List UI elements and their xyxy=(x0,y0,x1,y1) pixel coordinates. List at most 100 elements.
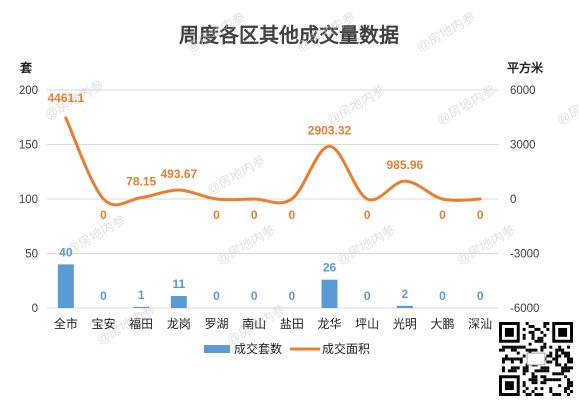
qr-module xyxy=(570,360,573,364)
category-label: 全市 xyxy=(54,316,78,331)
qr-module xyxy=(543,345,547,349)
line-data-label: 493.67 xyxy=(160,167,197,181)
qr-module xyxy=(564,369,568,373)
qr-module xyxy=(567,345,571,349)
bar-data-label: 0 xyxy=(288,289,295,303)
watermark-text: @房地内参 xyxy=(214,222,278,268)
qr-module xyxy=(522,336,526,340)
qr-module xyxy=(543,375,547,379)
line-data-label: 985.96 xyxy=(386,158,423,172)
qr-module xyxy=(504,345,508,349)
qr-module xyxy=(567,387,571,391)
left-tick-label: 150 xyxy=(19,140,38,152)
qr-module xyxy=(552,372,556,376)
qr-module xyxy=(507,369,511,373)
qr-module xyxy=(510,348,514,352)
qr-module xyxy=(555,357,559,361)
line-data-label: 0 xyxy=(213,208,220,222)
bar xyxy=(133,306,150,308)
qr-module xyxy=(525,387,529,391)
qr-module xyxy=(567,366,571,370)
bar-data-label: 0 xyxy=(213,289,220,303)
qr-module xyxy=(534,378,538,382)
watermark-text: @房地内参 xyxy=(64,212,128,258)
qr-module xyxy=(555,348,559,352)
legend-bar-label: 成交套数 xyxy=(234,341,282,356)
qr-module xyxy=(522,372,526,376)
qr-module xyxy=(540,336,544,340)
bar-data-label: 2 xyxy=(401,287,408,301)
qr-module xyxy=(528,378,532,382)
qr-module xyxy=(543,342,547,346)
qr-finder-center xyxy=(504,327,514,337)
qr-module xyxy=(501,345,505,349)
legend-bar-swatch xyxy=(204,345,230,353)
qr-module xyxy=(558,363,562,367)
qr-module xyxy=(543,369,547,373)
bar-data-label: 0 xyxy=(439,289,446,303)
qr-module xyxy=(525,322,529,325)
bar-data-label: 0 xyxy=(477,289,484,303)
qr-module xyxy=(513,369,517,373)
qr-module xyxy=(534,327,538,331)
qr-module xyxy=(501,366,505,370)
qr-module xyxy=(546,369,550,373)
qr-module xyxy=(567,351,571,355)
category-label: 龙华 xyxy=(317,317,341,331)
qr-module xyxy=(540,348,544,352)
qr-module xyxy=(501,357,505,361)
qr-module xyxy=(528,324,532,328)
line-data-labels: 4461.1 0 78.15 493.67 0 0 0 2903.32 0 985.96 0 0 xyxy=(47,91,483,222)
qr-module xyxy=(540,369,544,373)
qr-module xyxy=(564,375,568,379)
qr-module xyxy=(555,372,559,376)
qr-module xyxy=(561,348,565,352)
qr-module xyxy=(543,366,547,370)
qr-module xyxy=(499,348,502,352)
bar xyxy=(170,296,187,308)
line-data-label: 2903.32 xyxy=(308,123,352,137)
qr-module xyxy=(564,351,568,355)
chart-title: 周度各区其他成交量数据 xyxy=(179,23,399,47)
qr-module xyxy=(501,369,505,373)
bar-data-label: 11 xyxy=(172,277,185,291)
qr-module xyxy=(561,366,565,370)
qr-module xyxy=(513,345,517,349)
qr-module xyxy=(570,357,573,361)
qr-module xyxy=(522,366,526,370)
watermark-text: @房地内参 xyxy=(324,82,388,128)
category-label: 盐田 xyxy=(280,317,304,331)
qr-module xyxy=(549,390,553,394)
right-tick-label: 3000 xyxy=(510,140,536,152)
watermark-text: @房地内参 xyxy=(414,9,478,55)
qr-module xyxy=(522,369,526,373)
right-tick-label: -6000 xyxy=(510,303,539,315)
qr-finder-center xyxy=(558,327,568,337)
qr-module xyxy=(561,351,565,355)
qr-module xyxy=(564,363,568,367)
category-label: 大鹏 xyxy=(430,317,454,331)
line-data-label: 0 xyxy=(477,208,484,222)
qr-module xyxy=(546,360,550,364)
bar-data-label: 0 xyxy=(251,289,258,303)
qr-module xyxy=(567,360,571,364)
qr-module xyxy=(561,372,565,376)
bar xyxy=(321,279,338,308)
line-data-label: 0 xyxy=(364,208,371,222)
legend: 成交套数 成交面积 xyxy=(204,341,370,356)
qr-module xyxy=(567,378,571,382)
qr-module xyxy=(555,363,559,367)
qr-module xyxy=(534,387,538,391)
line-series xyxy=(64,116,482,207)
watermark-text: @房地内参 xyxy=(204,152,268,198)
qr-module xyxy=(534,339,538,343)
watermark-text: @房地内参 xyxy=(554,82,579,128)
qr-module xyxy=(558,354,562,358)
qr-module xyxy=(543,333,547,337)
qr-module xyxy=(519,360,523,364)
qr-module xyxy=(567,354,571,358)
qr-module xyxy=(531,348,535,352)
qr-module xyxy=(546,366,550,370)
qr-module xyxy=(531,390,535,394)
